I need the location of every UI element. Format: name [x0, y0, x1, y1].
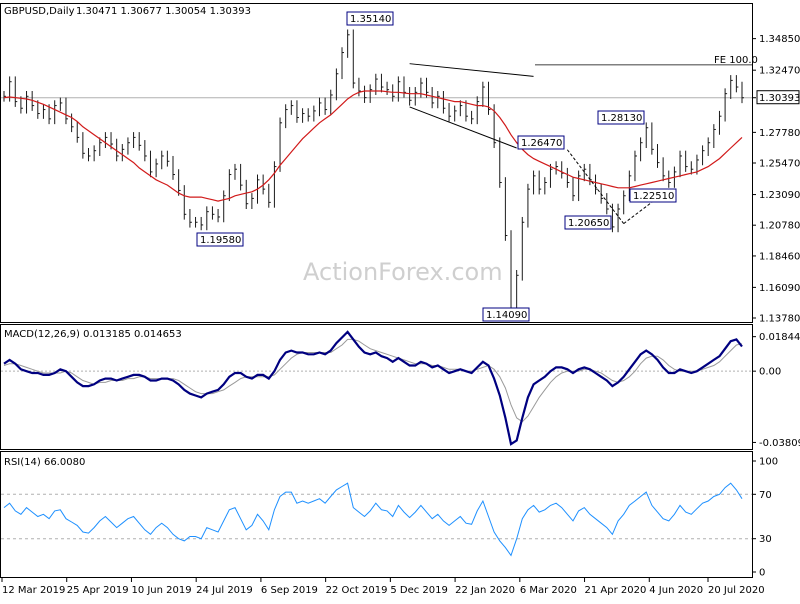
price-annotation-box [517, 135, 565, 150]
price-y-tick-label: 1.16090 [759, 283, 800, 294]
channel-upper-line [409, 63, 534, 77]
price-annotation-box [564, 215, 612, 230]
x-axis-tick-label: 22 Oct 2019 [326, 585, 388, 596]
price-y-tick-label: 1.27780 [759, 128, 800, 139]
price-y-tick-label: 1.25470 [759, 159, 800, 170]
price-y-tick-label: 1.30393 [759, 93, 800, 104]
dashed-trend-line-2 [623, 201, 653, 224]
macd-label: MACD(12,26,9) 0.013185 0.014653 [4, 329, 182, 340]
x-axis-tick-label: 5 Dec 2019 [390, 585, 448, 596]
price-annotation-label: 1.20650 [568, 218, 609, 229]
rsi-y-tick-label: 100 [759, 457, 778, 468]
rsi-layer [3, 482, 743, 557]
current-price-box [756, 90, 800, 105]
chart-title: GBPUSD,Daily [4, 6, 75, 17]
macd-y-tick-label: -0.038095 [759, 438, 800, 449]
price-annotation-label: 1.14090 [486, 310, 527, 321]
rsi-y-tick-label: 0 [759, 568, 765, 579]
macd-y-tick-label: 0.018442 [759, 332, 800, 343]
axes-layer: 1.34850 1.32470 1.30393 1.27780 1.25470 1.230… [1, 34, 800, 596]
price-annotation-box [629, 188, 677, 203]
x-axis-tick-label: 22 Jan 2020 [455, 585, 515, 596]
macd-panel-frame [0, 324, 753, 450]
x-axis-tick-label: 12 Mar 2019 [2, 585, 65, 596]
x-axis-tick-label: 21 Apr 2020 [585, 585, 647, 596]
price-annotation-label: 1.35140 [350, 14, 391, 25]
price-y-tick-label: 1.20780 [759, 221, 800, 232]
x-axis-tick-label: 24 Jul 2019 [196, 585, 253, 596]
dashed-trend-line [566, 149, 625, 224]
x-axis-tick-label: 4 Jun 2020 [649, 585, 703, 596]
macd-y-tick-label: 0.00 [759, 367, 781, 378]
price-y-tick-label: 1.23090 [759, 190, 800, 201]
rsi-panel-frame [0, 451, 753, 578]
x-axis-tick-label: 6 Sep 2019 [261, 585, 318, 596]
price-annotation-box [597, 110, 645, 125]
x-axis-tick-label: 20 Jul 2020 [708, 585, 765, 596]
rsi-label: RSI(14) 66.0080 [4, 457, 85, 468]
grid-layer: FE 100.0 [1, 55, 758, 540]
price-annotation-label: 1.19580 [200, 235, 241, 246]
price-y-tick-label: 1.32470 [759, 66, 800, 77]
price-y-tick-label: 1.13780 [759, 314, 800, 325]
price-annotation-box [482, 307, 530, 322]
price-layer: 1.35140 1.19580 1.26470 1.14090 1.28130 1.225… [3, 11, 744, 322]
price-annotation-label: 1.28130 [601, 113, 642, 124]
price-y-tick-label: 1.34850 [759, 34, 800, 45]
watermark: ActionForex.com [303, 258, 503, 286]
macd-layer [3, 330, 743, 446]
x-axis-tick-label: 25 Apr 2019 [67, 585, 129, 596]
x-axis-tick-label: 10 Jun 2019 [131, 585, 191, 596]
price-annotation-label: 1.22510 [633, 191, 674, 202]
rsi-y-tick-label: 30 [759, 534, 772, 545]
price-annotation-box [346, 11, 394, 26]
price-y-tick-label: 1.18460 [759, 251, 800, 262]
rsi-y-tick-label: 70 [759, 490, 772, 501]
rsi-line [3, 482, 743, 557]
ohlc-readout: 1.30471 1.30677 1.30054 1.30393 [76, 6, 251, 17]
x-axis-tick-label: 6 Mar 2020 [520, 585, 577, 596]
moving-average-line [3, 90, 743, 202]
price-annotation-label: 1.26470 [521, 138, 562, 149]
channel-lower-line [409, 106, 517, 149]
price-annotation-box [196, 232, 244, 247]
macd-line [3, 330, 743, 446]
fe-label: FE 100.0 [714, 55, 758, 66]
